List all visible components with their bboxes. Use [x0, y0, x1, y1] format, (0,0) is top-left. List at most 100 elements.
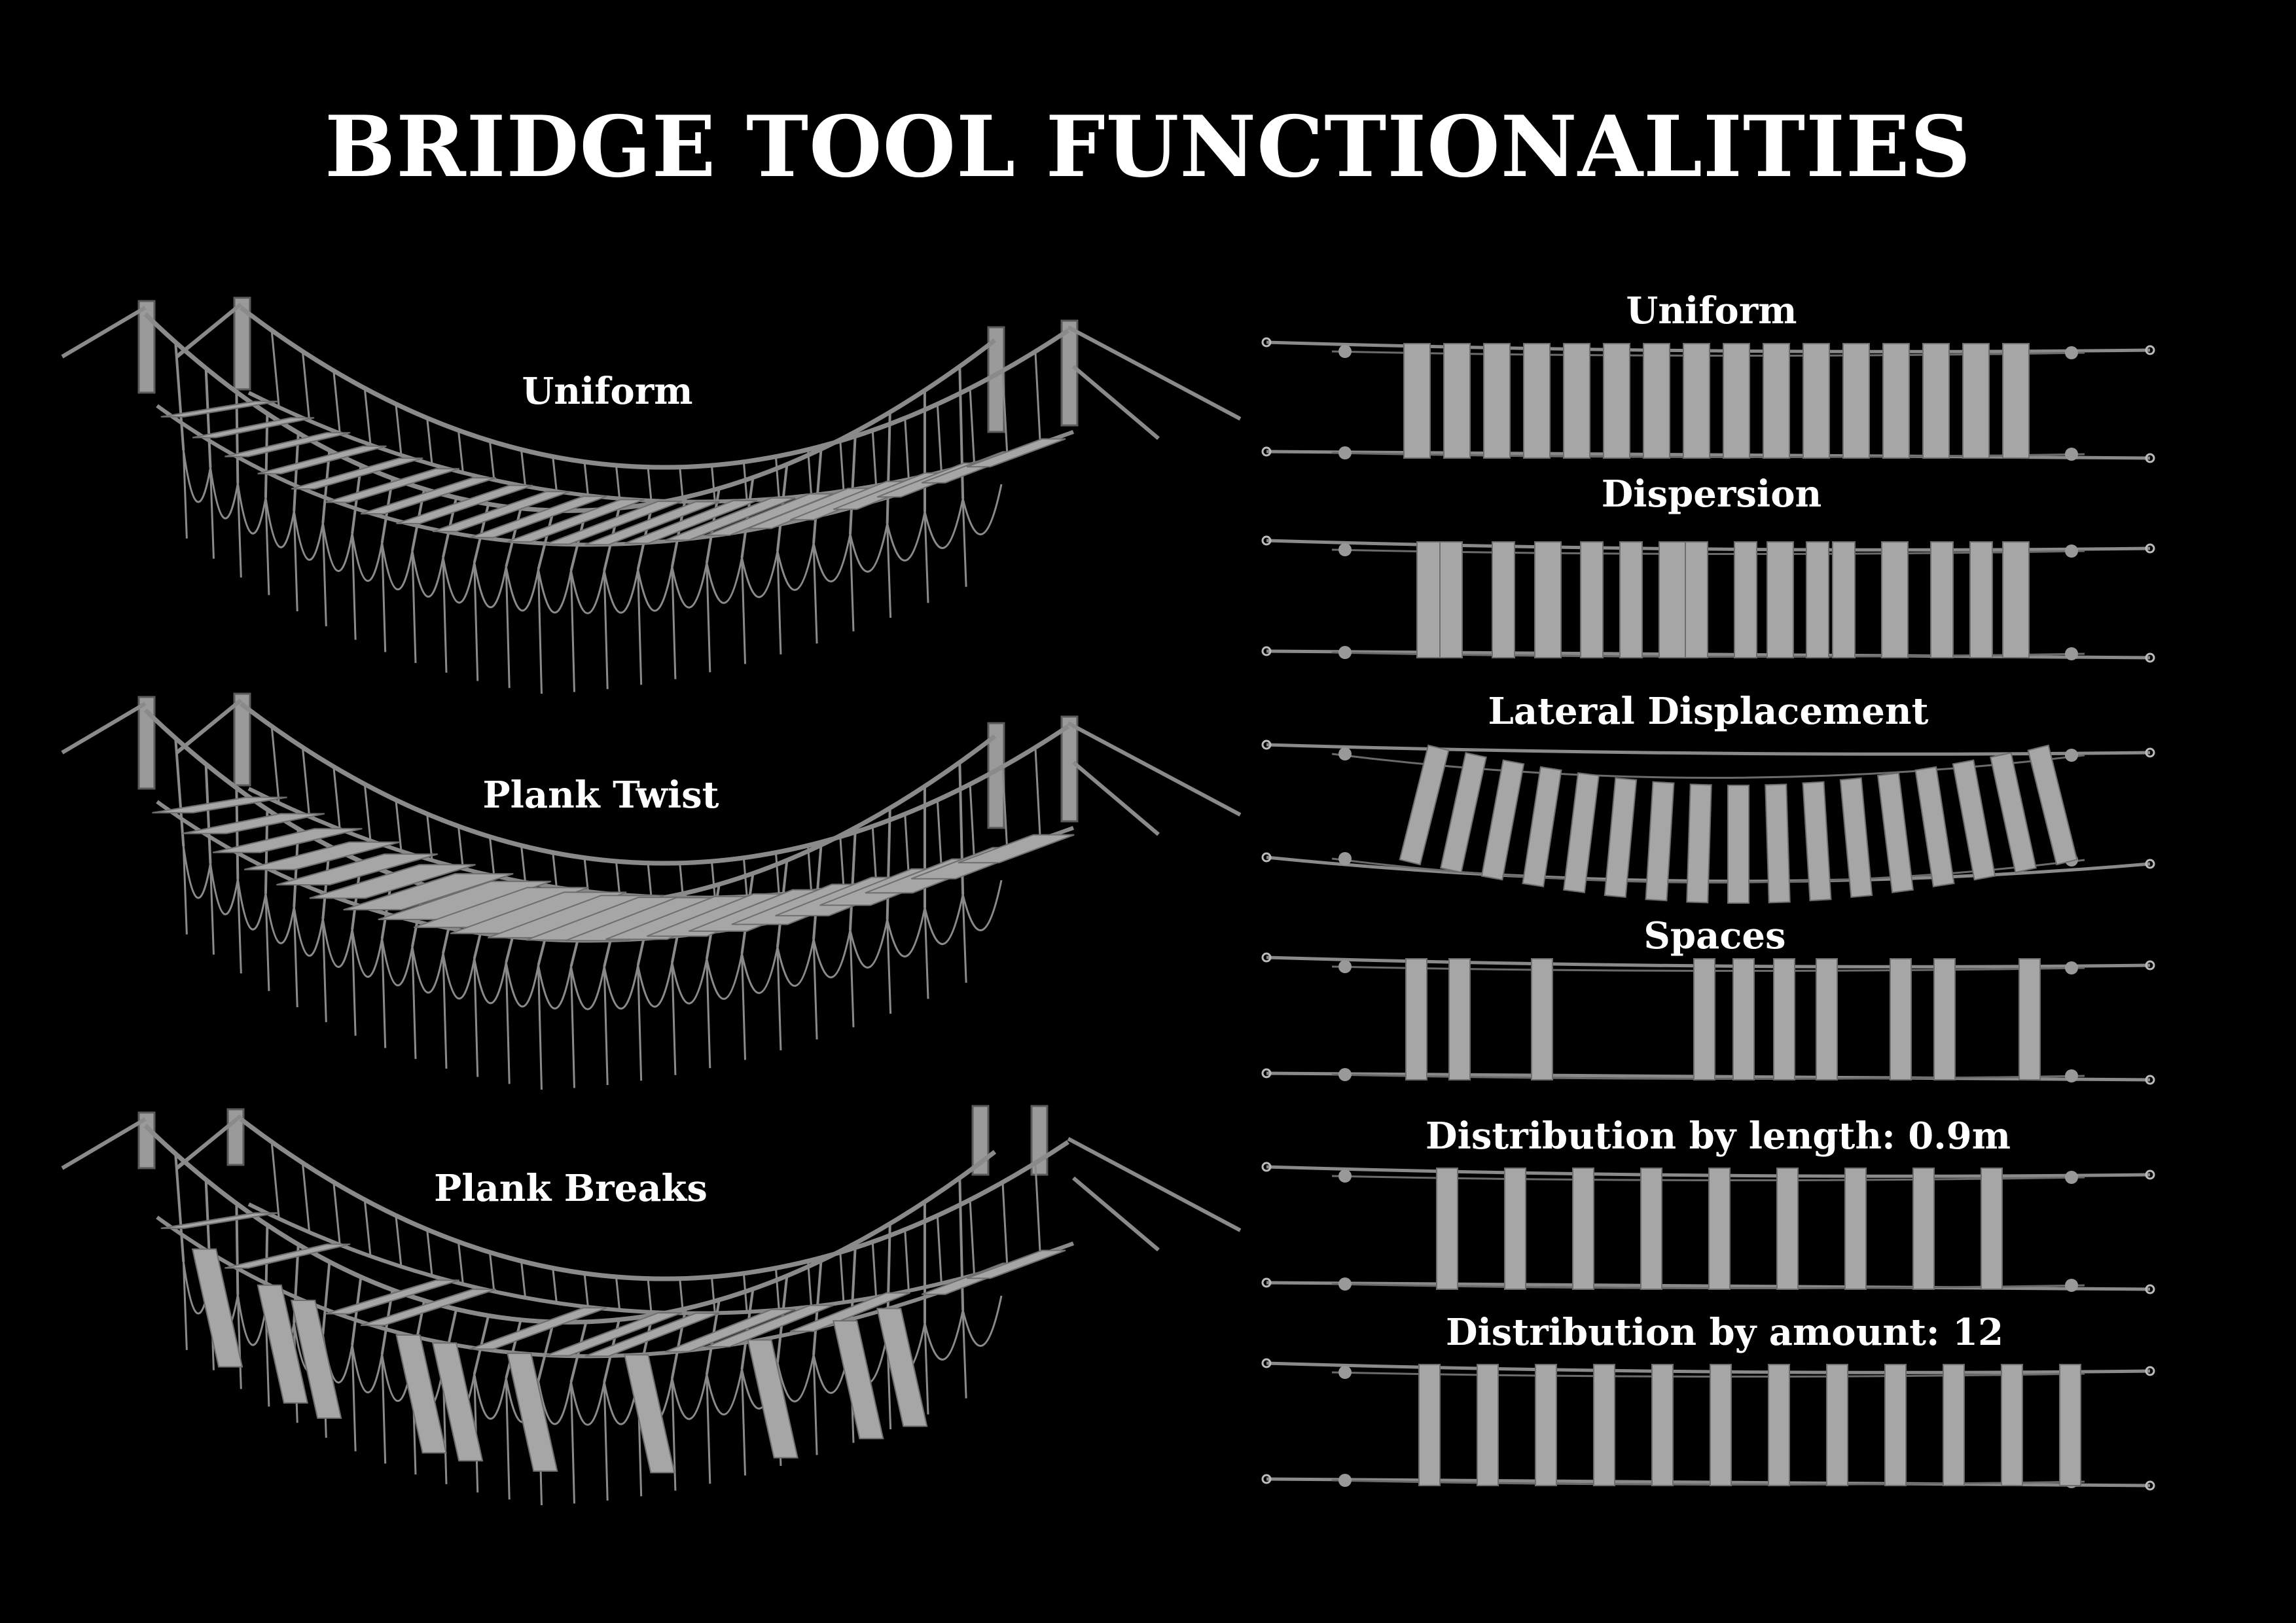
hanger-far	[710, 861, 716, 898]
perspective-label-plank-twist: Plank Twist	[482, 774, 719, 817]
anchor-rope	[1072, 365, 1160, 440]
side-rope-inner	[1331, 1479, 2085, 1486]
hanger-far	[647, 1278, 653, 1313]
top-label-distribution-amount: Distribution by amount: 12	[1445, 1311, 2004, 1354]
plank	[2018, 958, 2041, 1080]
hanger-far	[774, 456, 780, 499]
hanger-far	[679, 863, 685, 898]
rope-loop	[182, 846, 211, 899]
rope-loop	[671, 958, 708, 1005]
plank	[257, 445, 387, 474]
post	[1060, 319, 1079, 427]
hanger-far	[679, 1278, 685, 1313]
rope-loop	[603, 965, 639, 1010]
rope-end	[1261, 1277, 1272, 1288]
rope-loop	[961, 1295, 1003, 1347]
plank	[1839, 777, 1873, 899]
plank	[1534, 541, 1562, 658]
plank	[224, 1243, 351, 1269]
hanger-far	[871, 1241, 878, 1298]
plank	[192, 417, 315, 438]
rope-loop	[381, 938, 414, 987]
rope-loop	[236, 879, 267, 931]
hanger-far	[426, 1229, 433, 1276]
anchor-rope	[1072, 1176, 1160, 1252]
rope-knot	[2065, 1171, 2078, 1184]
rope-loop	[570, 570, 605, 615]
rope-loop	[236, 1294, 267, 1346]
dangling-rope	[776, 551, 782, 654]
anchor-rope	[175, 302, 242, 359]
plank	[1767, 541, 1794, 658]
rope-knot	[2065, 647, 2078, 660]
hanger	[505, 1319, 522, 1379]
dangling-rope	[442, 953, 448, 1069]
plank	[790, 1292, 910, 1332]
rope-end	[1261, 1358, 1272, 1368]
plank	[309, 864, 476, 899]
rope-end	[2145, 453, 2155, 463]
plank	[1418, 1364, 1441, 1486]
plank	[507, 499, 645, 543]
hanger-far	[395, 404, 403, 455]
rope-loop	[849, 919, 889, 969]
dangling-rope	[569, 967, 575, 1088]
hanger-far	[332, 370, 341, 434]
anchor-rope	[175, 1114, 242, 1170]
plank	[224, 432, 351, 457]
plank	[1803, 343, 1830, 459]
dangling-rope	[182, 450, 188, 539]
hanger-far	[936, 404, 942, 473]
dangling-rope	[351, 929, 357, 1036]
rope-end	[1261, 952, 1272, 963]
plank	[1693, 958, 1715, 1080]
anchor-rope	[61, 306, 147, 359]
plank	[1881, 541, 1909, 658]
plank	[966, 1249, 1066, 1279]
plank	[1683, 343, 1710, 459]
rope-loop	[671, 1374, 708, 1420]
rope-loop	[411, 946, 444, 994]
dangling-rope	[411, 946, 417, 1060]
top-bridge-dispersion	[1261, 535, 2155, 663]
dangling-rope	[236, 879, 242, 974]
hanger-far	[301, 351, 311, 421]
rope-loop	[741, 550, 779, 598]
rope-loop	[209, 863, 239, 916]
top-bridge-length	[1261, 1162, 2155, 1294]
anchor-rope	[1067, 1137, 1242, 1232]
dangling-rope	[961, 895, 967, 983]
rope-knot	[1338, 446, 1352, 459]
plank	[1763, 343, 1790, 459]
plank	[1659, 541, 1686, 658]
dangling-rope	[473, 958, 479, 1077]
hanger-far	[583, 857, 589, 892]
hanger-far	[969, 388, 975, 464]
plank	[545, 1312, 683, 1357]
dangling-rope	[671, 1378, 677, 1491]
plank	[325, 468, 460, 503]
rope-end	[1261, 1474, 1272, 1484]
plank	[1816, 958, 1838, 1080]
plank	[1535, 1364, 1557, 1486]
hanger-far	[1034, 747, 1041, 840]
rope-end	[2145, 1169, 2155, 1180]
plank	[1580, 541, 1604, 658]
deck-rope-near	[156, 1215, 1003, 1359]
plank	[1645, 781, 1675, 902]
plank	[191, 1248, 243, 1368]
plank	[1523, 343, 1551, 459]
dangling-rope	[351, 1345, 357, 1452]
rope-knot	[1338, 747, 1352, 760]
top-label-distribution-length: Distribution by length: 0.9m	[1426, 1115, 2011, 1158]
dangling-rope	[741, 954, 747, 1060]
side-rope-inner	[1331, 1371, 2085, 1378]
plank	[1890, 958, 1912, 1080]
plank	[1806, 541, 1829, 658]
plank	[1604, 777, 1638, 899]
hanger	[848, 431, 857, 535]
dangling-rope	[741, 1369, 747, 1476]
rope-loop	[849, 523, 889, 573]
dangling-rope	[637, 569, 643, 685]
hanger-far	[742, 461, 748, 501]
